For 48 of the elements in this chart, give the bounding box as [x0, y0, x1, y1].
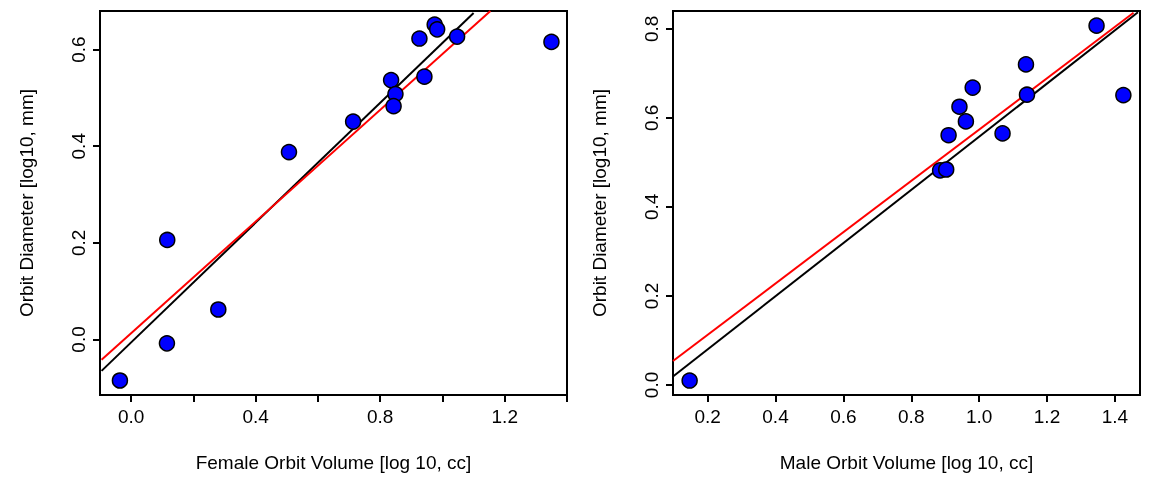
point: [448, 28, 466, 45]
x-tick-label: 1.2: [1033, 406, 1061, 427]
point: [937, 161, 955, 178]
point: [681, 372, 698, 389]
point: [111, 372, 129, 389]
x-tick-label: 1.4: [1101, 406, 1129, 427]
point: [940, 126, 957, 144]
x-axis-title: Female Orbit Volume [log 10, cc]: [195, 452, 472, 473]
point: [543, 33, 560, 51]
x-tick-label: 0.2: [694, 406, 721, 427]
y-tick-label: 0.4: [641, 193, 662, 221]
y-tick-label: 0.2: [641, 282, 662, 310]
x-tick-label: 0.6: [830, 406, 857, 427]
x-tick-label: 1.0: [965, 406, 993, 427]
point: [964, 79, 981, 96]
y-tick-label: 0.2: [68, 229, 89, 257]
point: [158, 335, 176, 352]
point: [382, 71, 400, 89]
point: [210, 301, 227, 318]
x-tick-label: 0.4: [762, 406, 790, 427]
point: [951, 98, 968, 115]
point: [1017, 56, 1035, 73]
x-axis-title: Male Orbit Volume [log 10, cc]: [779, 452, 1034, 473]
point: [428, 21, 446, 38]
x-tick-label: 0.8: [898, 406, 925, 427]
y-tick-label: 0.6: [68, 36, 89, 63]
point: [411, 30, 428, 47]
point: [1088, 17, 1105, 34]
y-tick-label: 0.6: [641, 104, 662, 132]
y-axis-title: Orbit Diameter [log10, mm]: [16, 88, 37, 318]
point: [957, 113, 975, 130]
y-tick-label: 0.0: [641, 371, 662, 399]
x-tick-label: 0.8: [366, 406, 394, 427]
point: [1115, 86, 1132, 104]
point: [280, 143, 298, 161]
y-tick-label: 0.4: [68, 132, 89, 160]
point: [994, 125, 1011, 142]
y-axis-title: Orbit Diameter [log10, mm]: [589, 88, 610, 318]
point: [416, 68, 433, 85]
x-tick-label: 0.0: [117, 406, 145, 427]
x-tick-label: 1.2: [491, 406, 518, 427]
point: [385, 97, 402, 115]
point: [159, 231, 176, 249]
y-tick-label: 0.8: [641, 15, 662, 43]
x-tick-label: 0.4: [242, 406, 270, 427]
y-tick-label: 0.0: [68, 326, 89, 353]
point: [1018, 86, 1036, 103]
point: [344, 113, 362, 130]
